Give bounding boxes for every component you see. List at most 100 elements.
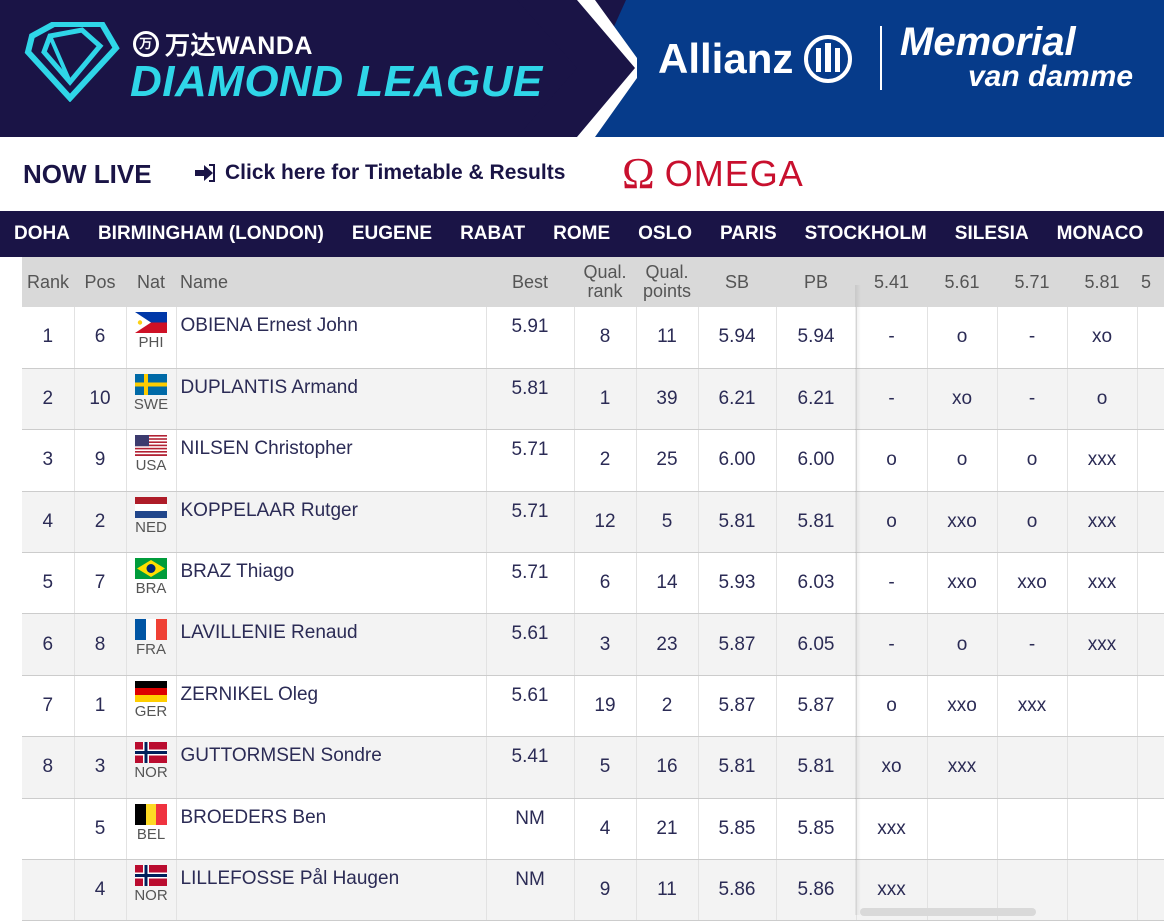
nav-item-birmingham[interactable]: BIRMINGHAM (LONDON) bbox=[97, 223, 324, 244]
cell-attempt-2 bbox=[927, 798, 998, 861]
cell-attempt-5 bbox=[1137, 675, 1164, 738]
cell-rank: 3 bbox=[22, 429, 75, 492]
cell-pb: 5.81 bbox=[776, 736, 857, 799]
flag-icon bbox=[135, 742, 167, 764]
cell-attempt-4: xxx bbox=[1067, 552, 1138, 615]
cell-attempt-4: xxx bbox=[1067, 491, 1138, 554]
cell-attempt-2: xxo bbox=[927, 675, 998, 738]
cell-attempt-4 bbox=[1067, 736, 1138, 799]
nav-item-stockholm[interactable]: STOCKHOLM bbox=[804, 223, 927, 244]
cell-sb: 5.81 bbox=[698, 736, 777, 799]
cell-athlete-name[interactable]: ZERNIKEL Oleg bbox=[176, 675, 487, 738]
cell-athlete-name[interactable]: BRAZ Thiago bbox=[176, 552, 487, 615]
cell-athlete-name[interactable]: LAVILLENIE Renaud bbox=[176, 613, 487, 676]
cell-pb: 6.00 bbox=[776, 429, 857, 492]
cell-rank: 2 bbox=[22, 368, 75, 431]
header-nat: Nat bbox=[126, 257, 176, 307]
cell-attempt-1: o bbox=[856, 675, 928, 738]
flag-icon bbox=[135, 558, 167, 580]
table-row[interactable]: 8 3 NOR GUTTORMSEN Sondre 5.41 5 16 5.81 5.81 xo x… bbox=[22, 736, 1164, 799]
cell-rank: 4 bbox=[22, 491, 75, 554]
horizontal-scrollbar[interactable] bbox=[860, 908, 1036, 916]
meeting-banner bbox=[564, 0, 1164, 137]
nav-item-silesia[interactable]: SILESIA bbox=[954, 223, 1029, 244]
header-height-4: 5.81 bbox=[1067, 257, 1137, 307]
nav-item-rome[interactable]: ROME bbox=[553, 223, 611, 244]
nat-code: NOR bbox=[134, 887, 168, 905]
cell-qual-points: 5 bbox=[636, 491, 699, 554]
sign-in-arrow-icon bbox=[195, 164, 215, 182]
cell-athlete-name[interactable]: LILLEFOSSE Pål Haugen bbox=[176, 859, 487, 922]
cell-attempt-1: xxx bbox=[856, 798, 928, 861]
nav-item-doha[interactable]: DOHA bbox=[14, 223, 70, 244]
flag-icon bbox=[135, 312, 167, 333]
cell-attempt-5 bbox=[1137, 859, 1164, 922]
nat-code: NOR bbox=[134, 764, 168, 782]
nav-item-rabat[interactable]: RABAT bbox=[460, 223, 526, 244]
cell-qual-rank: 9 bbox=[574, 859, 637, 922]
cell-attempt-1: xo bbox=[856, 736, 928, 799]
timetable-results-link[interactable]: Click here for Timetable & Results bbox=[193, 161, 565, 185]
cell-pb: 5.85 bbox=[776, 798, 857, 861]
table-row[interactable]: 6 8 FRA LAVILLENIE Renaud 5.61 3 23 5.87 6.05- o -… bbox=[22, 613, 1164, 676]
table-row[interactable]: 1 6 PHI OBIENA Ernest John 5.91 8 11 5.94 5.94- o… bbox=[22, 307, 1164, 369]
cell-sb: 5.93 bbox=[698, 552, 777, 615]
cell-attempt-5 bbox=[1137, 736, 1164, 799]
cell-best: 5.71 bbox=[486, 491, 575, 554]
cell-sb: 5.86 bbox=[698, 859, 777, 922]
cell-attempt-3: o bbox=[997, 491, 1068, 554]
cell-athlete-name[interactable]: NILSEN Christopher bbox=[176, 429, 487, 492]
results-body: 1 6 PHI OBIENA Ernest John 5.91 8 11 5.94 5.94- o… bbox=[22, 307, 1164, 922]
table-row[interactable]: 5 7 BRA BRAZ Thiago 5.71 6 14 5.93 6.03- xxo xxo xx… bbox=[22, 552, 1164, 615]
cell-pb: 5.94 bbox=[776, 307, 857, 369]
table-row[interactable]: 4 2 NED KOPPELAAR Rutger 5.71 12 5 5.81 5.81 o xxo… bbox=[22, 491, 1164, 554]
header-sb: SB bbox=[698, 257, 776, 307]
cell-athlete-name[interactable]: BROEDERS Ben bbox=[176, 798, 487, 861]
cell-pb: 5.81 bbox=[776, 491, 857, 554]
nat-code: BRA bbox=[135, 580, 167, 598]
cell-pos: 7 bbox=[74, 552, 127, 615]
cell-athlete-name[interactable]: DUPLANTIS Armand bbox=[176, 368, 487, 431]
cell-attempt-4 bbox=[1067, 859, 1138, 922]
header-height-2: 5.61 bbox=[927, 257, 997, 307]
cell-qual-rank: 3 bbox=[574, 613, 637, 676]
cell-attempt-3: - bbox=[997, 368, 1068, 431]
nav-item-oslo[interactable]: OSLO bbox=[638, 223, 692, 244]
cell-pos: 5 bbox=[74, 798, 127, 861]
table-row[interactable]: 4 NOR LILLEFOSSE Pål Haugen NM 9 11 5.86 5.86 xx… bbox=[22, 859, 1164, 922]
live-bar: NOW LIVE Click here for Timetable & Resu… bbox=[0, 137, 1164, 211]
cell-best: 5.81 bbox=[486, 368, 575, 431]
table-row[interactable]: 3 9 USA NILSEN Christopher 5.71 2 25 6.00 6.00 o o… bbox=[22, 429, 1164, 492]
cell-best: NM bbox=[486, 859, 575, 922]
cell-qual-rank: 6 bbox=[574, 552, 637, 615]
omega-icon: Ω bbox=[622, 149, 655, 198]
cell-attempt-3 bbox=[997, 798, 1068, 861]
header-pos: Pos bbox=[74, 257, 126, 307]
table-row[interactable]: 5 BEL BROEDERS Ben NM 4 21 5.85 5.85 xxx bbox=[22, 798, 1164, 861]
cell-sb: 5.87 bbox=[698, 675, 777, 738]
cell-best: 5.61 bbox=[486, 675, 575, 738]
meeting-subtitle: van damme bbox=[968, 60, 1134, 93]
header-qual-points: Qual. points bbox=[636, 257, 698, 307]
cell-nat: NOR bbox=[126, 736, 177, 799]
cell-qual-points: 14 bbox=[636, 552, 699, 615]
cell-attempt-3: - bbox=[997, 307, 1068, 369]
table-row[interactable]: 2 10 SWE DUPLANTIS Armand 5.81 1 39 6.21 6.21- xo… bbox=[22, 368, 1164, 431]
nav-item-paris[interactable]: PARIS bbox=[720, 223, 777, 244]
nav-item-monaco[interactable]: MONACO bbox=[1056, 223, 1144, 244]
nat-code: PHI bbox=[138, 334, 164, 351]
cell-nat: PHI bbox=[126, 307, 177, 369]
table-row[interactable]: 7 1 GER ZERNIKEL Oleg 5.61 19 2 5.87 5.87 o xxo xxx bbox=[22, 675, 1164, 738]
cell-rank bbox=[22, 798, 75, 861]
header-height-3: 5.71 bbox=[997, 257, 1067, 307]
nav-item-eugene[interactable]: EUGENE bbox=[351, 223, 433, 244]
cell-rank: 7 bbox=[22, 675, 75, 738]
cell-athlete-name[interactable]: OBIENA Ernest John bbox=[176, 307, 487, 369]
cell-athlete-name[interactable]: KOPPELAAR Rutger bbox=[176, 491, 487, 554]
cell-attempt-5 bbox=[1137, 368, 1164, 431]
header-height-5: 5 bbox=[1137, 257, 1164, 307]
cell-athlete-name[interactable]: GUTTORMSEN Sondre bbox=[176, 736, 487, 799]
cell-attempt-2: xo bbox=[927, 368, 998, 431]
nat-code: GER bbox=[134, 702, 168, 720]
wanda-brand: 万 万达WANDA bbox=[133, 26, 313, 62]
